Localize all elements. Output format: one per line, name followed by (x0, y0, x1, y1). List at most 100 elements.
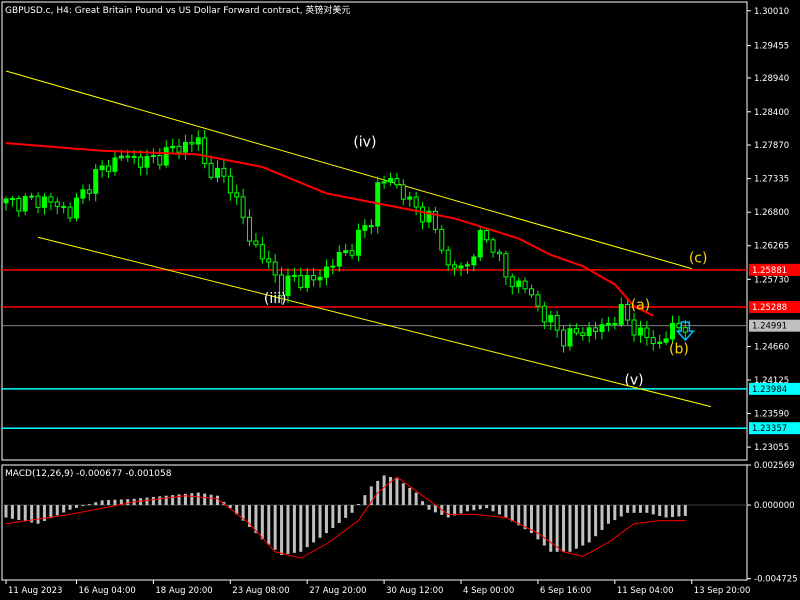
candle-body (535, 294, 541, 307)
candle-body (311, 275, 317, 281)
macd-histogram-bar (510, 505, 514, 522)
candle-body (650, 337, 656, 345)
macd-histogram-bar (414, 492, 418, 506)
price-level-tag (749, 422, 800, 435)
candle-body (298, 274, 304, 288)
macd-histogram-bar (664, 505, 668, 518)
candle-body (484, 230, 490, 241)
macd-histogram-bar (581, 505, 585, 546)
y-tick-label: 1.24660 (754, 342, 789, 352)
candle-body (106, 165, 112, 172)
macd-histogram-bar (113, 499, 117, 506)
price-level-label: 1.25881 (752, 266, 787, 276)
candle-body (663, 338, 669, 343)
y-tick-label: 1.28940 (754, 74, 789, 84)
candle-body (112, 157, 118, 172)
candle-body (355, 229, 361, 256)
macd-histogram-bar (30, 505, 34, 523)
x-tick-label: 4 Sep 00:00 (463, 586, 514, 596)
macd-histogram-bar (638, 505, 642, 513)
y-tick-label: 1.26265 (754, 242, 789, 252)
candle-body (285, 275, 291, 297)
candle-body (163, 147, 169, 166)
candle-body (304, 275, 310, 288)
candle-body (394, 178, 400, 186)
channel-trendline[interactable] (37, 236, 712, 408)
channel-trendline[interactable] (5, 70, 692, 270)
candle-body (496, 251, 502, 255)
candle-body (16, 198, 22, 212)
candle-body (637, 327, 643, 336)
wave-label: (iv) (353, 134, 376, 150)
y-tick-label: 1.27335 (754, 175, 789, 185)
macd-histogram-bar (68, 505, 72, 510)
candle-body (176, 145, 182, 153)
macd-histogram-bar (292, 505, 296, 553)
macd-histogram-bar (145, 497, 149, 506)
candle-body (682, 327, 688, 333)
macd-histogram-bar (42, 505, 46, 521)
macd-histogram-bar (587, 505, 591, 543)
candle-body (490, 239, 496, 253)
macd-histogram-bar (433, 505, 437, 513)
y-tick-label: 1.24125 (754, 376, 789, 386)
macd-histogram-bar (209, 494, 213, 506)
candle-body (593, 327, 599, 332)
macd-title: MACD(12,26,9) -0.000677 -0.001058 (5, 469, 172, 479)
candle-body (561, 329, 567, 347)
macd-histogram-bar (421, 501, 425, 506)
macd-histogram-bar (4, 505, 8, 518)
macd-histogram-bar (10, 505, 14, 519)
current-price-tag (749, 319, 800, 332)
macd-histogram-bar (536, 505, 540, 540)
macd-histogram-bar (555, 505, 559, 552)
price-level-tag (749, 382, 800, 395)
candle-body (80, 189, 86, 199)
macd-histogram-bar (594, 505, 598, 537)
macd-histogram-bar (677, 505, 681, 517)
candle-body (381, 181, 387, 184)
candle-body (157, 154, 163, 166)
macd-histogram-bar (49, 505, 53, 519)
candle-body (400, 184, 406, 200)
macd-histogram-bar (517, 505, 521, 526)
macd-histogram-bar (324, 505, 328, 534)
candle-body (368, 225, 374, 228)
candle-body (323, 266, 329, 278)
macd-histogram-bar (363, 495, 367, 506)
candle-body (214, 167, 220, 178)
macd-histogram-bar (574, 505, 578, 549)
candle-body (612, 322, 618, 325)
candle-body (426, 210, 432, 223)
candle-body (676, 322, 682, 329)
macd-histogram-bar (427, 505, 431, 510)
candle-body (452, 264, 458, 269)
candle-body (580, 332, 586, 337)
macd-histogram-bar (613, 505, 617, 521)
x-tick-label: 16 Aug 04:00 (78, 586, 135, 596)
macd-histogram-bar (382, 475, 386, 506)
macd-histogram-bar (523, 505, 527, 530)
candle-body (420, 206, 426, 223)
macd-histogram-bar (683, 505, 687, 516)
macd-histogram-bar (600, 505, 604, 530)
macd-y-tick-label: 0.000000 (754, 501, 795, 511)
macd-histogram-bar (203, 493, 207, 506)
macd-histogram-bar (273, 505, 277, 550)
candle-body (99, 165, 105, 171)
candle-body (22, 196, 28, 212)
candle-body (86, 189, 92, 194)
y-tick-label: 1.30010 (754, 7, 789, 17)
candle-body (93, 169, 99, 194)
candle-body (208, 162, 214, 178)
candle-body (471, 256, 477, 266)
macd-histogram-bar (318, 505, 322, 538)
macd-histogram-bar (626, 505, 630, 513)
candle-body (144, 156, 150, 168)
macd-histogram-bar (337, 505, 341, 523)
macd-histogram-bar (81, 505, 85, 507)
macd-histogram-bar (151, 496, 155, 506)
candle-body (548, 315, 554, 323)
macd-histogram-bar (504, 505, 508, 518)
